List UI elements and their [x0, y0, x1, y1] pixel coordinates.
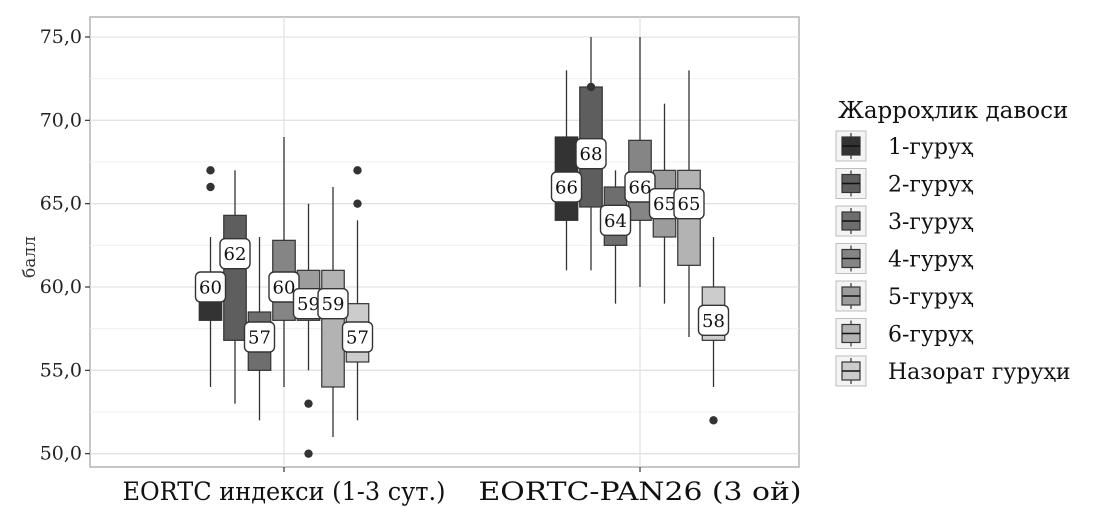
median-label-text: 58	[702, 311, 725, 332]
legend-item-3: 3-гуруҳ	[835, 205, 974, 237]
median-label: 60	[268, 271, 300, 303]
x-category-label: EORTC-PAN26 (3 ой)	[479, 477, 802, 506]
legend-item-1: 1-гуруҳ	[835, 130, 974, 162]
y-tick-label: 55,0	[40, 359, 82, 381]
median-label-text: 65	[653, 194, 676, 215]
legend-label: Назорат гуруҳи	[888, 360, 1070, 385]
median-label: 62	[219, 237, 251, 270]
outlier-point	[709, 416, 718, 425]
x-category-label: EORTC индекси (1-3 сут.)	[123, 477, 446, 506]
outlier-point	[304, 449, 313, 458]
axes: 50,0 55,0 60,0 65,0 70,0 75,0 EORTC индекси (1…	[40, 26, 802, 506]
legend-label: 1-гуруҳ	[888, 135, 974, 160]
median-label-box	[317, 287, 349, 320]
outlier-point	[304, 399, 313, 408]
median-label-text: 57	[346, 328, 369, 349]
legend-item-4: 4-гуруҳ	[835, 243, 974, 274]
box-iqr	[321, 269, 345, 388]
median-label: 65	[673, 187, 705, 220]
median-label-text: 59	[322, 294, 345, 315]
legend-item-2: 2-гуруҳ	[835, 168, 974, 199]
box-labels: 60 66 62 68 57 64 60 66 59 65 59 65 57 58	[194, 137, 730, 353]
median-label: 65	[648, 187, 681, 220]
legend-item-7: Назорат гуруҳи	[835, 355, 1070, 387]
median-label-box	[673, 187, 705, 220]
median-label-text: 60	[199, 278, 222, 299]
median-label-text: 57	[248, 328, 271, 349]
median-label-box	[550, 171, 583, 203]
legend-title: Жарроҳлик давоси	[838, 98, 1068, 124]
median-label: 58	[697, 304, 730, 337]
median-label-box	[243, 321, 276, 353]
outlier-point	[206, 166, 215, 175]
median-label: 66	[550, 171, 583, 203]
median-label-box	[268, 271, 300, 303]
median-label-text: 66	[555, 178, 578, 199]
legend-item-5: 5-гуруҳ	[835, 280, 974, 312]
median-label-text: 68	[580, 144, 603, 165]
median-label-box	[599, 204, 632, 237]
median-label: 68	[575, 137, 607, 170]
y-tick-label: 70,0	[40, 109, 82, 131]
median-label: 66	[624, 171, 656, 203]
y-tick-label: 60,0	[40, 276, 82, 298]
median-label: 64	[599, 204, 632, 237]
box-iqr	[223, 214, 247, 341]
median-label-text: 59	[297, 294, 320, 315]
outlier-point	[586, 82, 596, 92]
median-label-box	[624, 171, 656, 203]
legend-label: 5-гуруҳ	[888, 285, 974, 310]
legend-label: 3-гуруҳ	[888, 210, 974, 235]
legend-label: 6-гуруҳ	[888, 323, 974, 348]
y-tick-label: 50,0	[40, 443, 82, 465]
median-label-box	[575, 137, 607, 170]
median-label: 57	[243, 321, 276, 353]
outlier-point	[353, 199, 362, 208]
median-label: 59	[317, 287, 349, 320]
legend-label: 4-гуруҳ	[888, 248, 974, 273]
median-label: 57	[341, 321, 374, 353]
median-label-box	[194, 271, 227, 303]
legend: Жарроҳлик давоси 1-гуруҳ 2-гуруҳ 3-гуруҳ 4-…	[835, 98, 1070, 387]
median-label: 60	[194, 271, 227, 303]
median-label-text: 60	[273, 278, 296, 299]
y-tick-label: 65,0	[40, 193, 82, 215]
median-label-text: 64	[604, 211, 627, 232]
median-label-box	[697, 304, 730, 337]
legend-item-6: 6-гуруҳ	[835, 318, 974, 349]
median-label-text: 65	[678, 194, 701, 215]
median-label-text: 62	[224, 244, 247, 265]
median-label: 59	[292, 287, 325, 320]
outlier-point	[353, 166, 362, 175]
y-axis-label: балл	[20, 236, 40, 278]
legend-label: 2-гуруҳ	[888, 173, 974, 198]
outlier-point	[206, 182, 215, 192]
median-label-box	[219, 237, 251, 270]
median-label-box	[341, 321, 374, 353]
median-label-text: 66	[629, 178, 652, 199]
y-tick-label: 75,0	[40, 26, 82, 48]
